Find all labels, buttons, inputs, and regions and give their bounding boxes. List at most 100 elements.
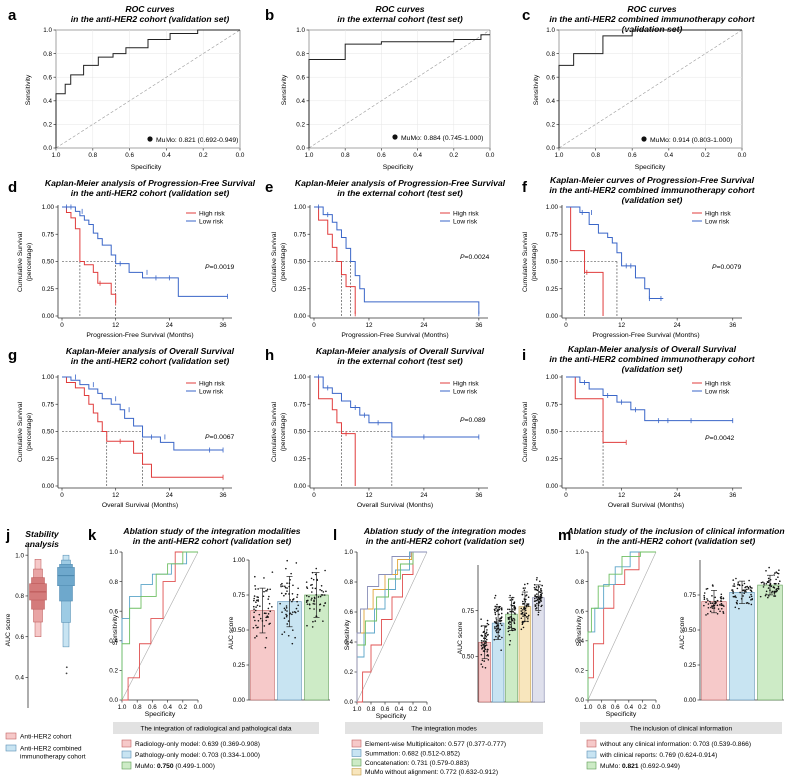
x-tick-label-d: 24: [166, 322, 174, 329]
j-legend-2: Anti-HER2 combined: [20, 746, 82, 753]
legend-l-4: MuMo without alignment: 0.772 (0.632-0.9…: [365, 769, 498, 776]
bootstrap-point-l: [522, 601, 524, 603]
bootstrap-point-l: [513, 603, 515, 605]
bootstrap-point-m: [712, 584, 714, 586]
bootstrap-point-l: [509, 627, 511, 629]
legend-m-3-prefix: MuMo:: [600, 763, 622, 770]
bootstrap-point-m: [768, 595, 770, 597]
bootstrap-point-l: [501, 637, 503, 639]
bootstrap-point-l: [514, 612, 516, 614]
title-k-1: Ablation study of the integration modali…: [122, 526, 300, 536]
y-tick-label-bar-m: 0.75: [684, 592, 697, 599]
bootstrap-point-m: [703, 595, 705, 597]
bootstrap-point-k: [319, 589, 321, 591]
bootstrap-point-l: [538, 611, 540, 613]
bootstrap-point-l: [488, 655, 490, 657]
y-tick-label-bar-m: 0.25: [684, 662, 697, 669]
x-tick-label-d: 0: [60, 322, 64, 329]
bootstrap-point-k: [313, 601, 315, 603]
xlabel-a: Specificity: [131, 164, 162, 171]
x-tick-label-a: 0.0: [236, 152, 245, 159]
ylabel-a: Sensitivity: [25, 74, 32, 105]
x-tick-label-i: 0: [564, 492, 568, 499]
bootstrap-point-m: [774, 593, 776, 595]
bootstrap-point-l: [524, 587, 526, 589]
bootstrap-point-k: [285, 609, 287, 611]
auc-marker-c: [641, 136, 646, 141]
panel-letter-d: d: [8, 179, 17, 196]
bootstrap-point-l: [540, 597, 542, 599]
bootstrap-point-l: [514, 606, 516, 608]
y-tick-label-d: 0.50: [42, 259, 55, 266]
bootstrap-point-m: [739, 585, 741, 587]
xlabel-e: Progression-Free Survival (Months): [341, 332, 448, 339]
bootstrap-point-l: [499, 607, 501, 609]
bootstrap-point-k: [296, 608, 298, 610]
title-f-2: in the anti-HER2 combined immunotherapy …: [549, 185, 755, 195]
y-tick-label-b: 0.6: [296, 74, 305, 81]
km-legend-h: High risk Low risk: [440, 381, 479, 396]
bootstrap-point-l: [523, 614, 525, 616]
bootstrap-point-l: [494, 597, 496, 599]
bootstrap-point-m: [745, 589, 747, 591]
bootstrap-point-l: [509, 595, 511, 597]
legend-high-g: High risk: [199, 381, 225, 388]
xlabel-g: Overall Survival (Months): [102, 502, 178, 509]
xlabel-b: Specificity: [383, 164, 414, 171]
panel-letter-a: a: [8, 7, 17, 24]
bootstrap-point-l: [538, 605, 540, 607]
title-f-1: Kaplan-Meier curves of Progression-Free …: [550, 175, 755, 185]
bootstrap-point-k: [260, 618, 262, 620]
ylabel-d-1: Cumulative Survival: [17, 231, 24, 292]
y-tick-label-i: 0.75: [546, 401, 559, 408]
bootstrap-point-l: [486, 651, 488, 653]
legend-high-h: High risk: [453, 381, 479, 388]
ylabel-l-bar: AUC score: [457, 621, 464, 654]
bootstrap-point-k: [292, 593, 294, 595]
title-j-1: Stability: [25, 529, 60, 539]
y-tick-label-roc-k: 0.0: [109, 697, 118, 704]
bootstrap-point-l: [498, 627, 500, 629]
bootstrap-point-m: [708, 603, 710, 605]
x-tick-label-b: 0.8: [341, 152, 350, 159]
pvalue-d: P=0.0019: [205, 264, 235, 271]
bootstrap-point-l: [481, 640, 483, 642]
y-tick-label-bar-l: 0.75: [462, 608, 475, 615]
bootstrap-point-l: [520, 613, 522, 615]
legend-low-d: Low risk: [199, 219, 224, 226]
bootstrap-point-m: [779, 580, 781, 582]
x-tick-label-g: 0: [60, 492, 64, 499]
legend-k-3-prefix: MuMo:: [135, 763, 157, 770]
bootstrap-point-k: [313, 579, 315, 581]
bootstrap-point-l: [521, 629, 523, 631]
bootstrap-point-l: [527, 583, 529, 585]
bootstrap-point-m: [708, 607, 710, 609]
bootstrap-point-k: [272, 571, 274, 573]
bootstrap-point-m: [751, 591, 753, 593]
y-tick-label-a: 0.4: [43, 98, 52, 105]
bootstrap-point-k: [271, 606, 273, 608]
bootstrap-point-l: [507, 609, 509, 611]
bootstrap-point-l: [499, 629, 501, 631]
y-tick-label-c: 0.0: [546, 145, 555, 152]
bootstrap-point-k: [320, 603, 322, 605]
ylabel-c: Sensitivity: [533, 74, 540, 105]
legend-low-i: Low risk: [705, 389, 730, 396]
bootstrap-point-k: [315, 615, 317, 617]
xlabel-l: Specificity: [376, 713, 407, 720]
title-c-1: ROC curves: [627, 4, 676, 14]
bootstrap-point-m: [767, 597, 769, 599]
y-tick-label-roc-m: 1.0: [575, 549, 584, 556]
ylabel-e-1: Cumulative Survival: [271, 231, 278, 292]
x-tick-label-h: 0: [312, 492, 316, 499]
bootstrap-point-m: [721, 600, 723, 602]
bootstrap-point-l: [522, 609, 524, 611]
bootstrap-point-m: [751, 598, 753, 600]
pvalue-d-val: =0.0019: [210, 264, 235, 271]
bootstrap-point-k: [312, 587, 314, 589]
legend-l-swatch-3: [352, 759, 361, 766]
bootstrap-point-l: [541, 592, 543, 594]
bootstrap-point-m: [721, 603, 723, 605]
auc-c: MuMo: 0.914 (0.803-1.000): [650, 137, 732, 144]
bootstrap-point-l: [524, 584, 526, 586]
